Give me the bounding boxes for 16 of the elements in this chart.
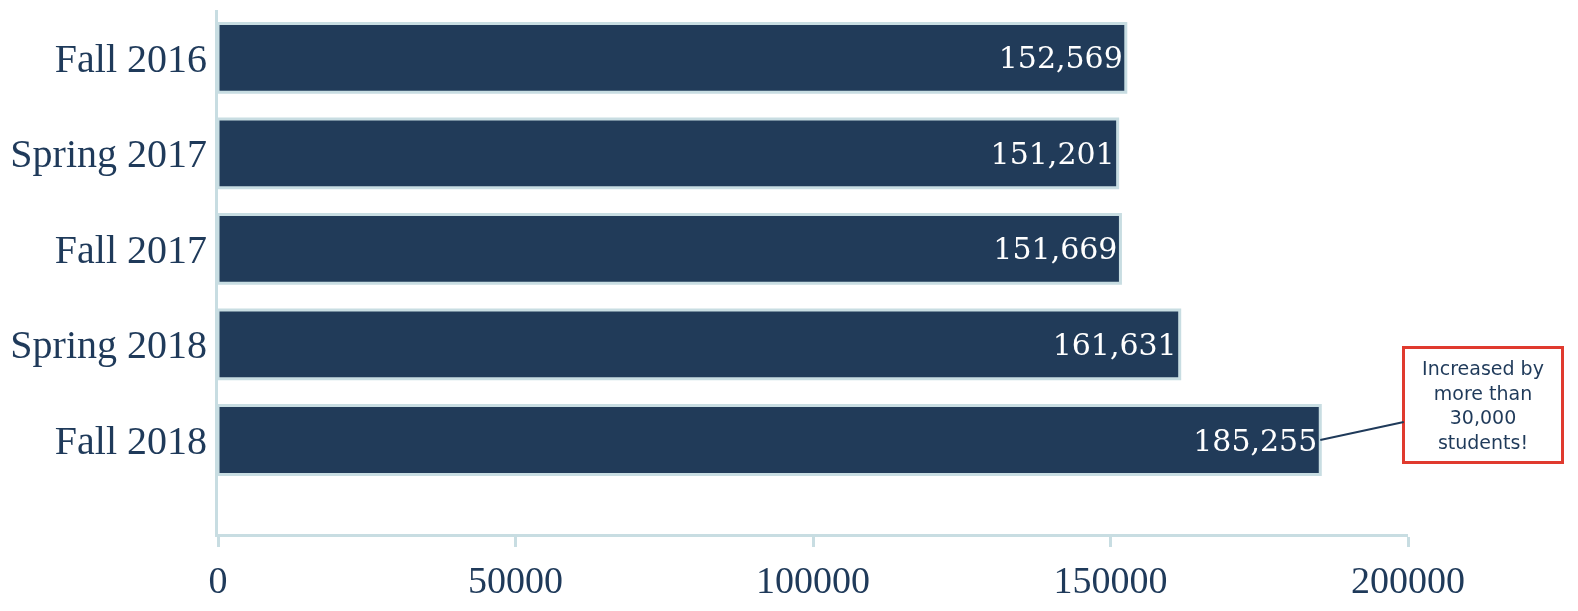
- x-tick-label: 200000: [1351, 558, 1465, 601]
- data-label: 152,569: [998, 40, 1123, 76]
- data-label: 151,669: [993, 231, 1118, 267]
- data-label: 151,201: [990, 135, 1115, 171]
- x-tick-label: 0: [208, 558, 228, 601]
- x-tick-label: 150000: [1053, 558, 1168, 601]
- y-tick-label: Fall 2017: [54, 226, 207, 272]
- x-tick-label: 100000: [756, 558, 870, 601]
- data-label: 185,255: [1193, 422, 1318, 458]
- y-tick-label: Fall 2018: [54, 418, 207, 463]
- annotation: Increased by more than 30,000 students!: [1422, 357, 1544, 454]
- y-tick-label: Spring 2018: [10, 322, 207, 368]
- y-tick-label: Fall 2016: [54, 35, 207, 81]
- data-label: 161,631: [1052, 326, 1177, 362]
- y-tick-label: Spring 2017: [10, 131, 207, 177]
- x-tick-label: 50000: [468, 558, 563, 601]
